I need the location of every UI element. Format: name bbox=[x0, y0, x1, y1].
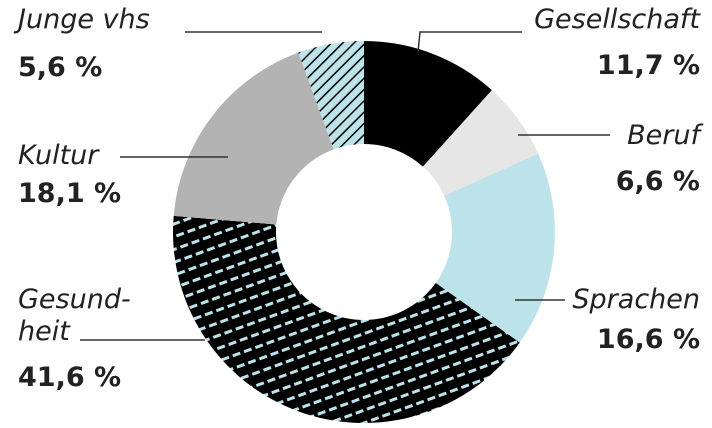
value-label: 16,6 % bbox=[596, 324, 700, 355]
slice bbox=[173, 215, 520, 423]
category-label: Gesellschaft bbox=[534, 4, 700, 35]
category-label: Junge vhs bbox=[18, 4, 150, 35]
value-label: 11,7 % bbox=[596, 50, 700, 81]
value-label: 18,1 % bbox=[18, 178, 122, 209]
value-label: 5,6 % bbox=[18, 52, 103, 83]
slice bbox=[298, 41, 364, 150]
slice bbox=[364, 41, 492, 167]
slice bbox=[422, 90, 539, 196]
slice bbox=[435, 153, 556, 343]
slice bbox=[173, 52, 334, 225]
leader-line bbox=[417, 31, 522, 53]
leader-lines bbox=[80, 31, 610, 341]
category-label: Kultur bbox=[18, 140, 99, 171]
category-label: Sprachen bbox=[572, 284, 700, 315]
slices bbox=[173, 41, 556, 423]
category-label: Beruf bbox=[627, 120, 700, 151]
value-label: 41,6 % bbox=[18, 362, 122, 393]
category-label: Gesund- heit bbox=[18, 284, 131, 347]
value-label: 6,6 % bbox=[615, 166, 700, 197]
